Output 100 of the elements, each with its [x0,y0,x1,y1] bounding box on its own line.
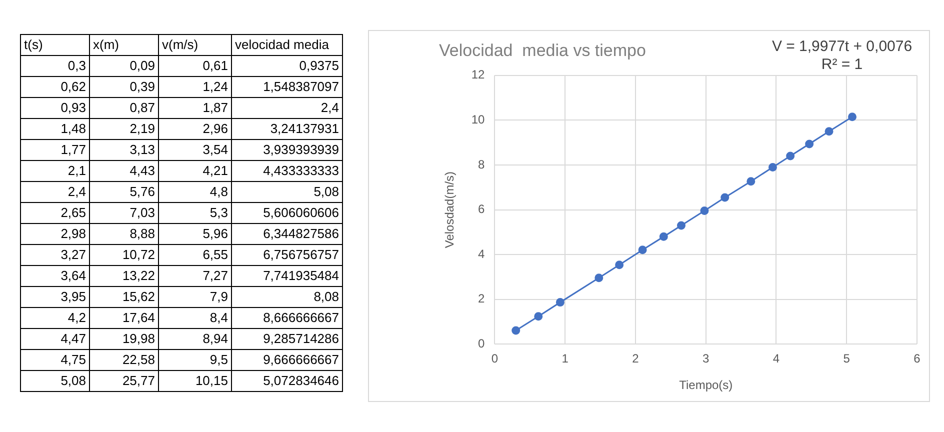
x-axis-title: Tiempo(s) [679,378,733,392]
x-tick-label: 1 [562,352,569,366]
text: 9,5 [158,350,232,370]
point [512,326,520,335]
text: 1,548387097 [232,76,342,98]
text: 25,77 [90,370,158,392]
text: 13,22 [90,266,158,286]
x-tick-label: 0 [491,352,498,366]
text: 7,03 [90,202,158,224]
point [615,260,624,270]
text: 4,21 [158,160,232,182]
text: 2,96 [158,118,232,140]
text: 0,87 [90,98,158,118]
x-tick-label: 3 [702,352,710,366]
text: V = 1,9977t + 0,0076 [772,38,912,56]
text: 0,39 [90,76,158,98]
point [638,246,647,254]
x-tick-label: 2 [632,352,640,366]
text: 5,08 [232,182,342,202]
point [824,127,834,136]
text: 22,58 [90,350,158,370]
x-tick-label: 5 [843,352,850,366]
point [786,152,795,160]
x-tick-label: 6 [914,352,921,366]
text: 5,08 [20,370,90,392]
text: 19,98 [90,328,158,350]
text: 8,4 [158,308,232,328]
y-tick-label: 8 [478,157,486,172]
point [659,232,668,241]
x-tick-label: 4 [772,352,780,366]
point [676,221,686,230]
text: 5,96 [158,224,232,244]
text: 5,072834646 [232,370,342,392]
y-tick-label: 12 [471,68,486,82]
point [720,193,730,202]
text: 1,77 [20,140,90,160]
text: 6,344827586 [232,224,342,244]
text: 3,27 [20,244,90,266]
text: 3,939393939 [232,140,342,160]
text: 2,4 [232,98,342,118]
text: 2,98 [20,224,90,244]
point [746,177,756,186]
text: 17,64 [90,308,158,328]
text: 10,72 [90,244,158,266]
chart-title: Velocidad media vs tiempo [439,40,646,60]
text: 9,285714286 [232,328,342,350]
text: 0,3 [20,56,90,76]
text: 2,65 [20,202,90,224]
y-tick-label: 10 [471,112,486,127]
text: 7,9 [158,286,232,308]
text: 4,8 [158,182,232,202]
text: 4,43 [90,160,158,182]
text: 4,75 [20,350,90,370]
y-axis-title: Velosdad(m/s) [442,171,457,248]
text: 5,3 [158,202,232,224]
text: 5,606060606 [232,202,342,224]
text: 10,15 [158,370,232,392]
text: 3,64 [20,266,90,286]
text: 0,09 [90,56,158,76]
text: 7,27 [158,266,232,286]
text: x(m) [90,34,158,56]
point [848,112,857,122]
text: 15,62 [90,286,158,308]
point [594,274,604,282]
text: 4,433333333 [232,160,342,182]
text: 8,08 [232,286,342,308]
point [534,312,543,321]
text: 8,94 [158,328,232,350]
text: 5,76 [90,182,158,202]
text: 8,88 [90,224,158,244]
text: 2,19 [90,118,158,140]
text: 8,666666667 [232,308,342,328]
text: 1,87 [158,98,232,118]
point [556,298,564,307]
point [768,162,777,172]
text: 6,756756757 [232,244,342,266]
text: velocidad media [232,34,342,56]
point [805,140,814,148]
text: 1,24 [158,76,232,98]
y-tick-label: 4 [478,246,486,261]
text: 4,47 [20,328,90,350]
text: 1,48 [20,118,90,140]
text: 0,9375 [232,56,342,76]
text: v(m/s) [158,34,232,56]
text: 4,2 [20,308,90,328]
text: 2,1 [20,160,90,182]
y-tick-label: 2 [478,292,486,306]
text: 0,61 [158,56,232,76]
text: 3,24137931 [232,118,342,140]
point [700,206,709,215]
text: 3,54 [158,140,232,160]
text: 0,62 [20,76,90,98]
text: 6,55 [158,244,232,266]
y-tick-label: 6 [478,202,486,216]
text: t(s) [20,34,90,56]
text: 7,741935484 [232,266,342,286]
text: 2,4 [20,182,90,202]
text: 9,666666667 [232,350,342,370]
y-tick-label: 0 [478,336,486,351]
text: 3,13 [90,140,158,160]
